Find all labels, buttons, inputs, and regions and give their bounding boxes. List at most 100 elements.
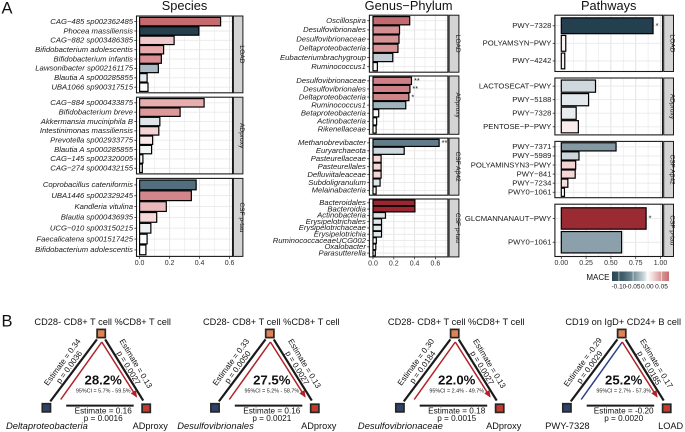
svg-text:0.2: 0.2 [165, 260, 175, 267]
svg-text:0.2: 0.2 [389, 261, 399, 268]
svg-text:GLCMANNANAUT−PWY: GLCMANNANAUT−PWY [465, 214, 552, 223]
svg-text:Desulfovibrionaceae: Desulfovibrionaceae [358, 420, 443, 431]
svg-text:PWY0−1061: PWY0−1061 [508, 238, 551, 247]
svg-text:Genus−Phylum: Genus−Phylum [365, 0, 453, 13]
svg-text:Estimate = 0.16: Estimate = 0.16 [243, 406, 301, 415]
svg-text:0.0: 0.0 [135, 260, 145, 267]
svg-text:0.00: 0.00 [641, 284, 654, 291]
svg-text:PWY−7234: PWY−7234 [512, 179, 552, 188]
svg-text:Estimate = 0.16: Estimate = 0.16 [75, 406, 133, 415]
svg-text:0.4: 0.4 [195, 260, 205, 267]
svg-text:Akkermansia muciniphila B: Akkermansia muciniphila B [40, 117, 133, 126]
svg-text:Blautia sp000436935: Blautia sp000436935 [61, 213, 134, 222]
svg-text:PWY−841: PWY−841 [517, 169, 552, 178]
svg-text:**: ** [414, 76, 420, 85]
svg-text:Bifidobacterium adolescentis: Bifidobacterium adolescentis [35, 245, 133, 254]
svg-text:Lawsonibacter sp002161175: Lawsonibacter sp002161175 [35, 64, 133, 73]
svg-text:CSF Aβ42: CSF Aβ42 [669, 155, 676, 186]
svg-text:0.00: 0.00 [554, 260, 568, 267]
svg-text:CAG−884 sp000433875: CAG−884 sp000433875 [50, 98, 133, 107]
svg-text:Euryarchaeota: Euryarchaeota [316, 146, 367, 155]
svg-text:PWY−7328: PWY−7328 [512, 21, 551, 30]
svg-text:*: * [411, 92, 414, 101]
svg-text:0.6: 0.6 [431, 261, 441, 268]
svg-text:CD28- CD8+ T cell %CD8+ T cell: CD28- CD8+ T cell %CD8+ T cell [203, 317, 340, 327]
svg-text:Deltaproteobacteria: Deltaproteobacteria [6, 420, 88, 431]
svg-text:0.6: 0.6 [225, 260, 235, 267]
svg-text:95%CI = 5.2% - 58.7%: 95%CI = 5.2% - 58.7% [244, 389, 299, 395]
svg-text:Bacteroidales: Bacteroidales [319, 198, 366, 207]
svg-text:Desulfovibrionaceae: Desulfovibrionaceae [296, 34, 366, 43]
svg-text:A: A [2, 0, 13, 18]
svg-text:0.0: 0.0 [368, 261, 378, 268]
svg-text:Ruminococcus1: Ruminococcus1 [311, 62, 366, 71]
svg-text:LOAD: LOAD [658, 421, 683, 431]
svg-text:Bacteroidia: Bacteroidia [327, 204, 366, 213]
svg-text:-0.05: -0.05 [626, 284, 641, 291]
svg-text:RuminococcaceaeUCG002: RuminococcaceaeUCG002 [273, 236, 367, 245]
svg-text:Melainabacteria: Melainabacteria [312, 186, 367, 195]
svg-text:CD28- CD8+ T cell %CD8+ T cell: CD28- CD8+ T cell %CD8+ T cell [388, 317, 525, 327]
svg-text:ADproxy: ADproxy [454, 93, 461, 119]
svg-text:1.00: 1.00 [654, 260, 668, 267]
svg-text:Parasutterella: Parasutterella [318, 248, 366, 257]
svg-text:-0.10: -0.10 [611, 284, 626, 291]
svg-text:27.5%: 27.5% [253, 373, 291, 388]
svg-text:0.50: 0.50 [604, 260, 618, 267]
svg-text:Bifidobacterium adolescentis: Bifidobacterium adolescentis [35, 45, 133, 54]
svg-text:Methanobrevibacter: Methanobrevibacter [298, 138, 366, 147]
svg-text:Kandleria vitulina: Kandleria vitulina [74, 202, 133, 211]
svg-text:Prevotella sp002933775: Prevotella sp002933775 [50, 136, 134, 145]
svg-text:ADproxy: ADproxy [238, 123, 245, 149]
svg-text:Deltaproteobacteria: Deltaproteobacteria [299, 44, 367, 53]
svg-text:Erysipelotrichales: Erysipelotrichales [306, 217, 366, 226]
svg-text:*: * [656, 21, 659, 30]
svg-text:*: * [649, 214, 652, 223]
svg-text:CSF p-tau: CSF p-tau [238, 202, 245, 232]
svg-text:PENTOSE−P−PWY: PENTOSE−P−PWY [483, 122, 551, 131]
svg-text:Subdoligranulum: Subdoligranulum [308, 178, 366, 187]
svg-text:Eubacteriumbrachygroup: Eubacteriumbrachygroup [280, 53, 367, 62]
svg-text:Coprobacillus cateniformis: Coprobacillus cateniformis [43, 180, 133, 189]
svg-text:Oxalobacter: Oxalobacter [324, 242, 366, 251]
svg-text:CAG−145 sp002320005: CAG−145 sp002320005 [50, 154, 133, 163]
svg-text:Desulfovibrionaceae: Desulfovibrionaceae [296, 76, 366, 85]
svg-text:PWY−5188: PWY−5188 [512, 95, 551, 104]
svg-text:p = 0.0021: p = 0.0021 [252, 414, 291, 423]
svg-text:PWY−4242: PWY−4242 [512, 56, 551, 65]
svg-text:UBA1066 sp900317515: UBA1066 sp900317515 [51, 83, 133, 92]
svg-text:Erysipelotrichia: Erysipelotrichia [314, 230, 367, 239]
svg-text:PWY-7328: PWY-7328 [545, 420, 589, 431]
svg-text:POLYAMINSYN3−PWY: POLYAMINSYN3−PWY [471, 160, 552, 169]
svg-text:PWY−7328: PWY−7328 [512, 109, 551, 118]
svg-text:PWY−7371: PWY−7371 [512, 142, 551, 151]
svg-text:25.2%: 25.2% [605, 373, 643, 388]
svg-text:CD28- CD8+ T cell %CD8+ T cell: CD28- CD8+ T cell %CD8+ T cell [34, 317, 171, 327]
svg-text:95%CI = 2.7% - 57.3%: 95%CI = 2.7% - 57.3% [596, 389, 651, 395]
svg-text:Desulfovibrionales: Desulfovibrionales [303, 84, 366, 93]
svg-text:UBA1446 sp002329245: UBA1446 sp002329245 [51, 191, 133, 200]
svg-text:Bifidobacterium breve: Bifidobacterium breve [59, 108, 133, 117]
svg-text:Pasteurellaceae: Pasteurellaceae [311, 154, 366, 163]
svg-text:28.2%: 28.2% [84, 373, 122, 388]
svg-text:POLYAMSYN−PWY: POLYAMSYN−PWY [483, 39, 552, 48]
svg-text:Estimate = 0.18: Estimate = 0.18 [428, 406, 486, 415]
svg-text:0.75: 0.75 [629, 260, 643, 267]
svg-text:**: ** [412, 84, 418, 93]
svg-text:ADproxy: ADproxy [669, 94, 676, 120]
svg-text:Defluviitaleaceae: Defluviitaleaceae [307, 170, 366, 179]
svg-text:ADproxy: ADproxy [486, 421, 522, 431]
svg-text:LOAD: LOAD [454, 35, 461, 53]
svg-text:B: B [2, 313, 13, 331]
svg-text:Actinobacteria: Actinobacteria [316, 117, 366, 126]
svg-text:ADproxy: ADproxy [133, 421, 169, 431]
svg-text:Desulfovibrionales: Desulfovibrionales [303, 25, 366, 34]
svg-text:CSF p-tau: CSF p-tau [454, 213, 461, 243]
svg-text:22.0%: 22.0% [438, 373, 476, 388]
svg-text:UCG−010 sp003150215: UCG−010 sp003150215 [50, 224, 134, 233]
svg-text:**: ** [442, 138, 448, 147]
svg-text:0.05: 0.05 [655, 284, 668, 291]
svg-text:CAG−274 sp000432155: CAG−274 sp000432155 [50, 164, 133, 173]
svg-text:LOAD: LOAD [669, 34, 676, 52]
svg-text:ADproxy: ADproxy [301, 421, 337, 431]
